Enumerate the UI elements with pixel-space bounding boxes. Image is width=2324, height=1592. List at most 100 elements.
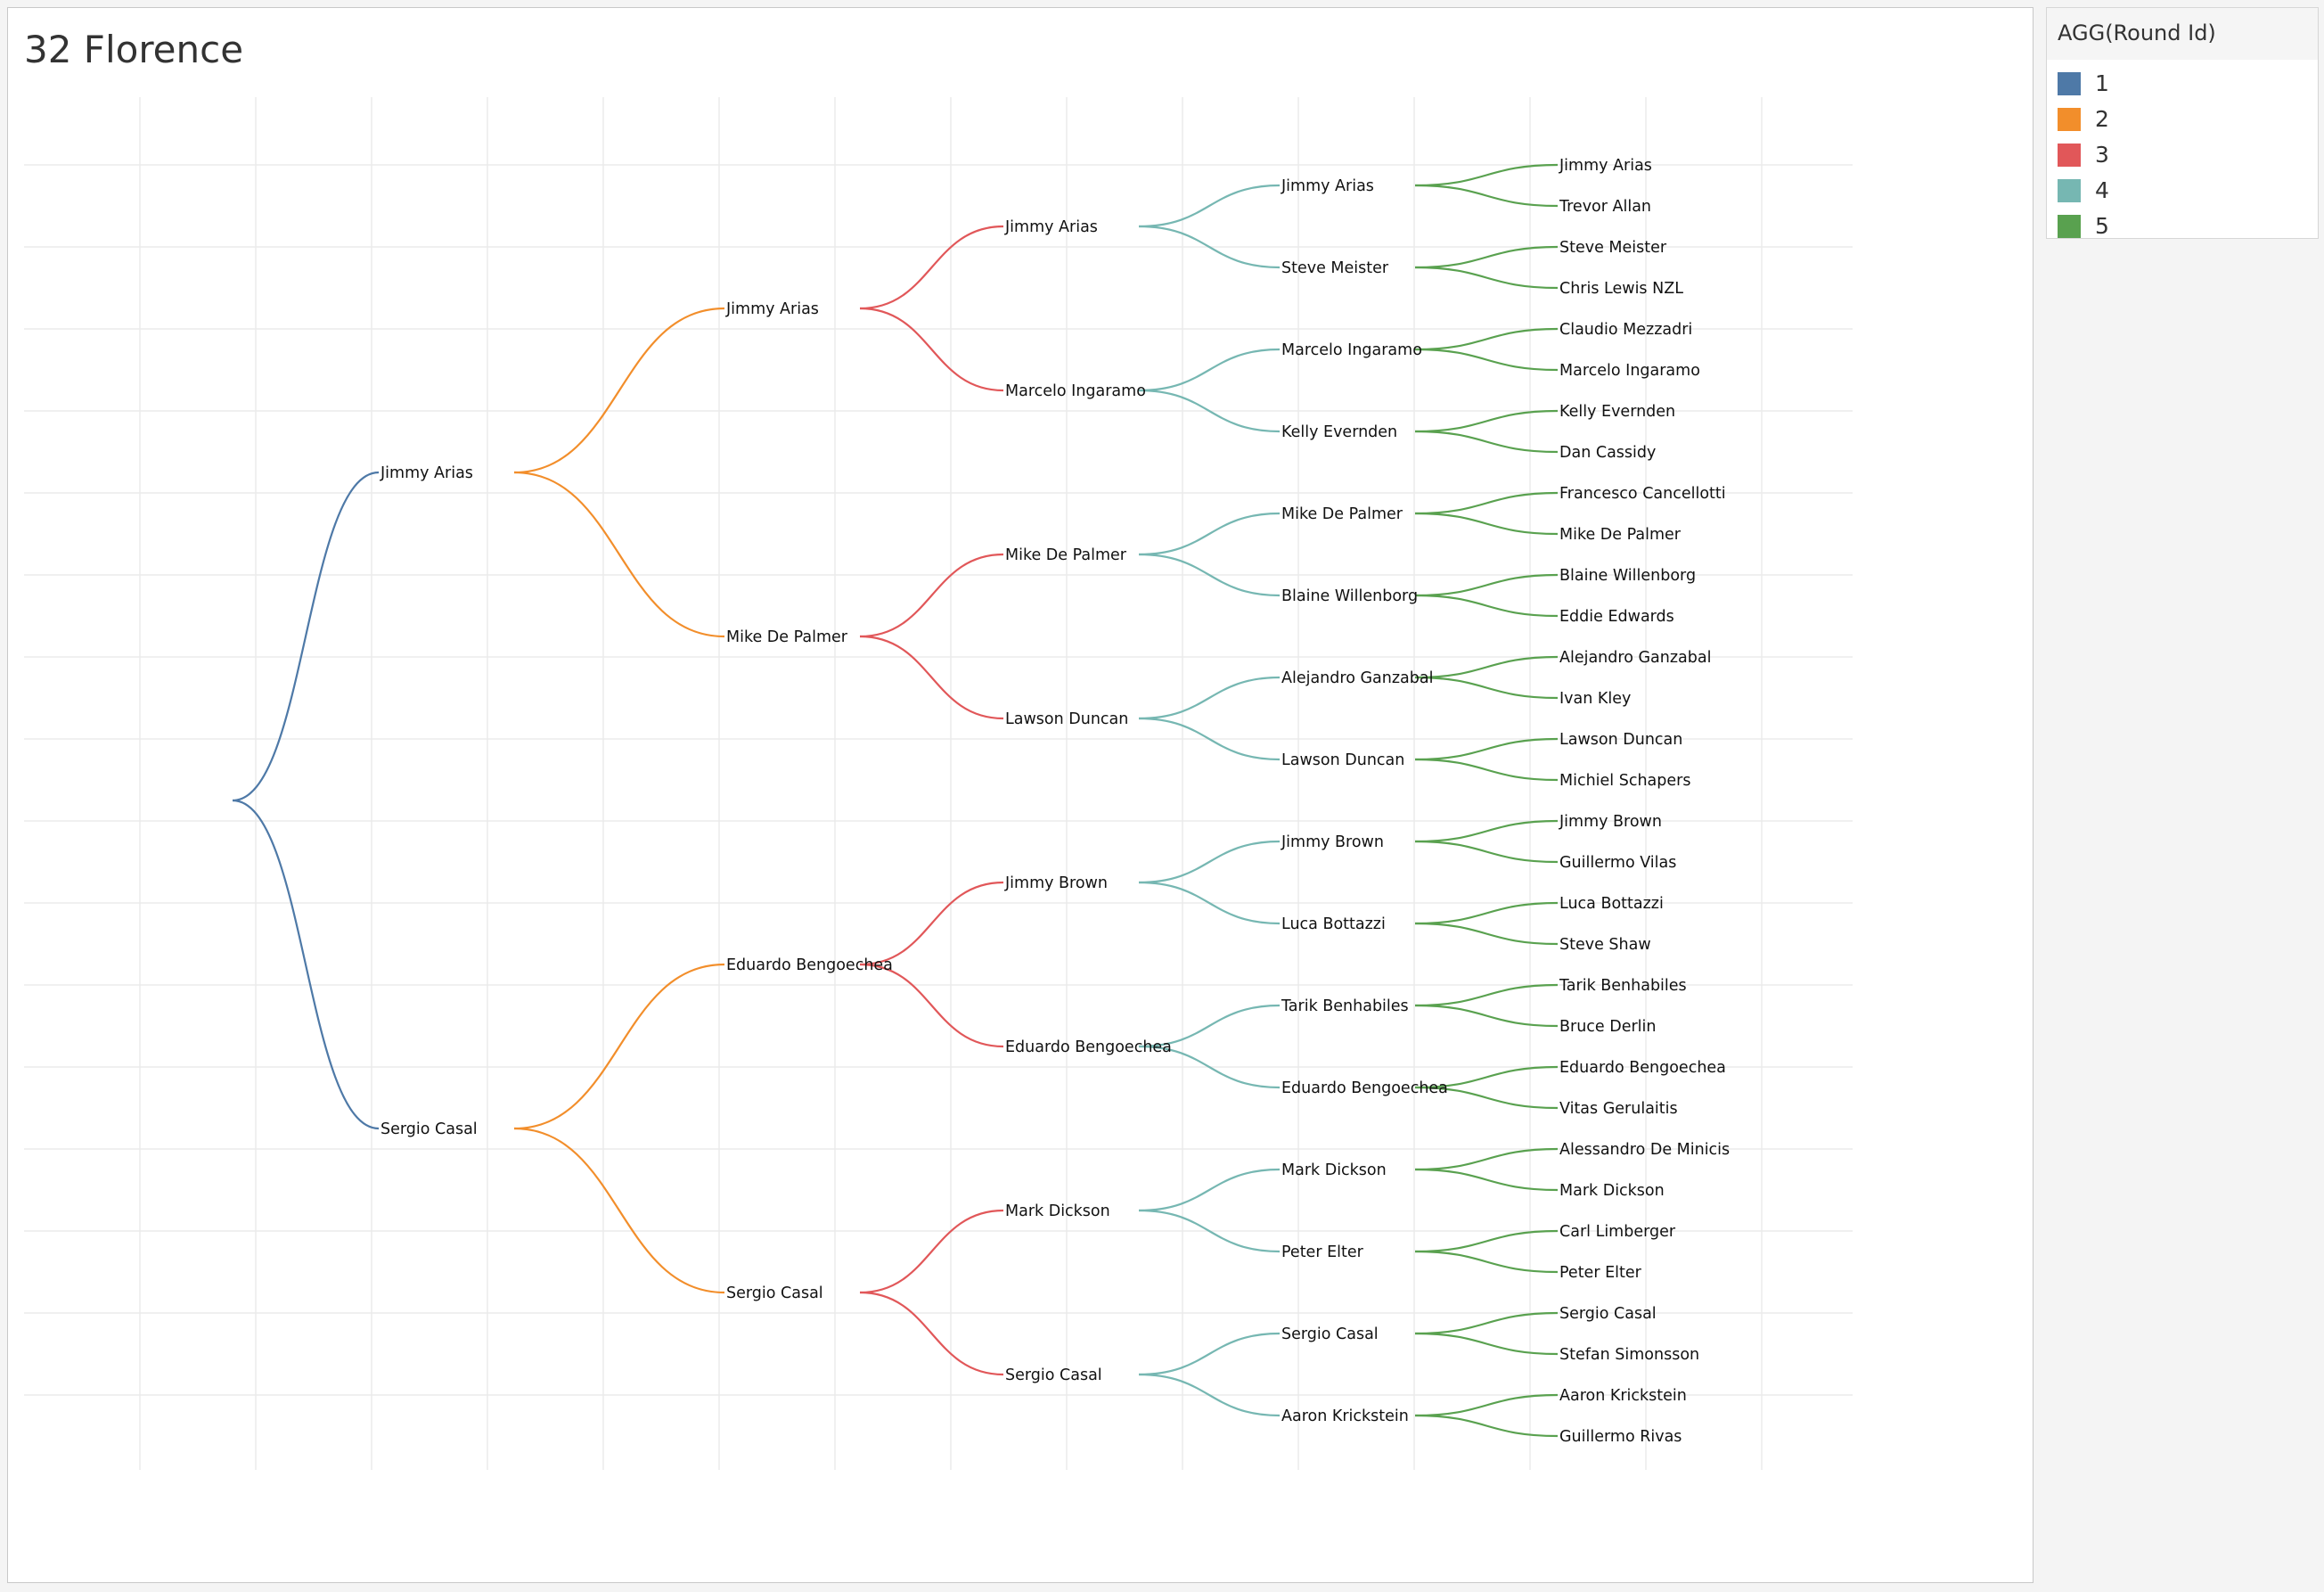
legend-label-1: 1: [2095, 70, 2109, 96]
link-round-5: [1414, 430, 1559, 454]
node-label-round-5[interactable]: Steve Shaw: [1559, 936, 1651, 954]
link-round-5: [1414, 819, 1559, 843]
node-label-round-4[interactable]: Luca Bottazzi: [1281, 915, 1386, 933]
link-round-5: [1414, 163, 1559, 187]
node-label-round-4[interactable]: Steve Meister: [1281, 259, 1389, 277]
node-label-round-5[interactable]: Guillermo Vilas: [1559, 854, 1676, 872]
link-round-1: [232, 471, 380, 802]
link-round-5: [1414, 1250, 1559, 1274]
node-label-round-3[interactable]: Mark Dickson: [1005, 1202, 1110, 1220]
link-round-4: [1138, 676, 1281, 720]
node-label-round-3[interactable]: Jimmy Arias: [1004, 218, 1098, 236]
link-round-5: [1414, 245, 1559, 269]
node-label-round-4[interactable]: Jimmy Brown: [1281, 833, 1384, 851]
legend-label-5: 5: [2095, 213, 2109, 239]
node-label-round-5[interactable]: Trevor Allan: [1559, 198, 1651, 216]
node-label-round-4[interactable]: Mike De Palmer: [1281, 505, 1403, 523]
node-label-round-2[interactable]: Jimmy Arias: [725, 300, 819, 318]
node-label-round-4[interactable]: Tarik Benhabiles: [1281, 997, 1409, 1015]
link-round-5: [1414, 594, 1559, 618]
node-label-round-3[interactable]: Sergio Casal: [1005, 1366, 1102, 1384]
node-label-round-4[interactable]: Peter Elter: [1281, 1243, 1364, 1261]
node-label-round-4[interactable]: Mark Dickson: [1281, 1161, 1387, 1179]
node-label-round-5[interactable]: Marcelo Ingaramo: [1559, 362, 1700, 380]
link-round-5: [1414, 922, 1559, 946]
node-label-round-5[interactable]: Tarik Benhabiles: [1559, 977, 1687, 995]
node-label-round-4[interactable]: Blaine Willenborg: [1281, 587, 1418, 605]
node-label-round-4[interactable]: Eduardo Bengoechea: [1281, 1079, 1448, 1097]
node-label-round-5[interactable]: Sergio Casal: [1559, 1305, 1657, 1323]
node-label-round-4[interactable]: Kelly Evernden: [1281, 423, 1397, 441]
link-round-2: [513, 963, 725, 1130]
node-label-round-4[interactable]: Aaron Krickstein: [1281, 1407, 1409, 1425]
node-label-round-3[interactable]: Lawson Duncan: [1005, 710, 1128, 728]
node-label-round-5[interactable]: Mark Dickson: [1559, 1182, 1665, 1200]
node-label-round-3[interactable]: Jimmy Brown: [1004, 874, 1108, 892]
link-round-4: [1138, 1045, 1281, 1089]
node-label-round-5[interactable]: Eddie Edwards: [1559, 608, 1674, 626]
node-label-round-5[interactable]: Jimmy Arias: [1559, 157, 1652, 175]
node-label-round-5[interactable]: Blaine Willenborg: [1559, 567, 1696, 585]
node-label-round-2[interactable]: Mike De Palmer: [726, 628, 848, 646]
node-label-round-5[interactable]: Dan Cassidy: [1559, 444, 1656, 462]
link-round-3: [859, 1291, 1004, 1376]
legend-title: AGG(Round Id): [2058, 21, 2216, 45]
link-round-2: [513, 1127, 725, 1294]
node-label-round-2[interactable]: Eduardo Bengoechea: [726, 956, 893, 974]
node-label-round-5[interactable]: Aaron Krickstein: [1559, 1387, 1687, 1405]
node-label-round-4[interactable]: Sergio Casal: [1281, 1325, 1379, 1343]
node-label-round-5[interactable]: Alessandro De Minicis: [1559, 1141, 1730, 1159]
node-label-round-5[interactable]: Mike De Palmer: [1559, 526, 1682, 544]
node-label-round-1[interactable]: Sergio Casal: [381, 1120, 478, 1138]
link-round-5: [1414, 840, 1559, 864]
link-round-3: [859, 225, 1004, 310]
node-label-round-5[interactable]: Stefan Simonsson: [1559, 1346, 1699, 1364]
node-label-round-3[interactable]: Marcelo Ingaramo: [1005, 382, 1146, 400]
link-round-5: [1414, 983, 1559, 1007]
node-label-round-4[interactable]: Jimmy Arias: [1281, 177, 1374, 195]
links: [232, 163, 1559, 1438]
node-label-round-4[interactable]: Marcelo Ingaramo: [1281, 341, 1422, 359]
node-label-round-2[interactable]: Sergio Casal: [726, 1284, 823, 1302]
node-label-round-4[interactable]: Alejandro Ganzabal: [1281, 669, 1433, 687]
link-round-5: [1414, 1065, 1559, 1089]
node-label-round-5[interactable]: Lawson Duncan: [1559, 731, 1682, 749]
link-round-5: [1414, 1168, 1559, 1192]
link-round-5: [1414, 1086, 1559, 1110]
node-label-round-5[interactable]: Claudio Mezzadri: [1559, 321, 1692, 339]
node-label-round-1[interactable]: Jimmy Arias: [380, 464, 473, 482]
viz-panel: 32 Florence Jimmy Arias Sergio Casal Jimmy…: [7, 7, 2034, 1583]
link-round-4: [1138, 1168, 1281, 1212]
node-label-round-5[interactable]: Carl Limberger: [1559, 1223, 1676, 1241]
node-label-round-5[interactable]: Guillermo Rivas: [1559, 1428, 1682, 1446]
link-round-3: [859, 881, 1004, 966]
link-round-5: [1414, 1332, 1559, 1356]
link-round-2: [513, 471, 725, 638]
link-round-4: [1138, 1332, 1281, 1376]
node-label-round-5[interactable]: Steve Meister: [1559, 239, 1667, 257]
link-round-3: [859, 963, 1004, 1048]
link-round-5: [1414, 1311, 1559, 1335]
node-label-round-5[interactable]: Michiel Schapers: [1559, 772, 1690, 790]
link-round-5: [1414, 1414, 1559, 1438]
node-label-round-5[interactable]: Ivan Kley: [1559, 690, 1631, 708]
node-label-round-5[interactable]: Kelly Evernden: [1559, 403, 1675, 421]
node-label-round-5[interactable]: Francesco Cancellotti: [1559, 485, 1726, 503]
legend-swatch-2: [2058, 108, 2081, 131]
node-label-round-5[interactable]: Alejandro Ganzabal: [1559, 649, 1711, 667]
link-round-3: [859, 1209, 1004, 1294]
node-label-round-5[interactable]: Luca Bottazzi: [1559, 895, 1664, 913]
node-label-round-4[interactable]: Lawson Duncan: [1281, 751, 1404, 769]
node-label-round-3[interactable]: Mike De Palmer: [1005, 546, 1127, 564]
node-label-round-5[interactable]: Jimmy Brown: [1559, 813, 1662, 831]
node-label-round-3[interactable]: Eduardo Bengoechea: [1005, 1038, 1172, 1056]
link-round-5: [1414, 266, 1559, 290]
node-label-round-5[interactable]: Eduardo Bengoechea: [1559, 1059, 1726, 1077]
link-round-5: [1414, 184, 1559, 208]
link-round-5: [1414, 676, 1559, 700]
node-label-round-5[interactable]: Bruce Derlin: [1559, 1018, 1657, 1036]
node-label-round-5[interactable]: Chris Lewis NZL: [1559, 280, 1683, 298]
node-label-round-5[interactable]: Vitas Gerulaitis: [1559, 1100, 1678, 1118]
link-round-4: [1138, 348, 1281, 392]
node-label-round-5[interactable]: Peter Elter: [1559, 1264, 1642, 1282]
